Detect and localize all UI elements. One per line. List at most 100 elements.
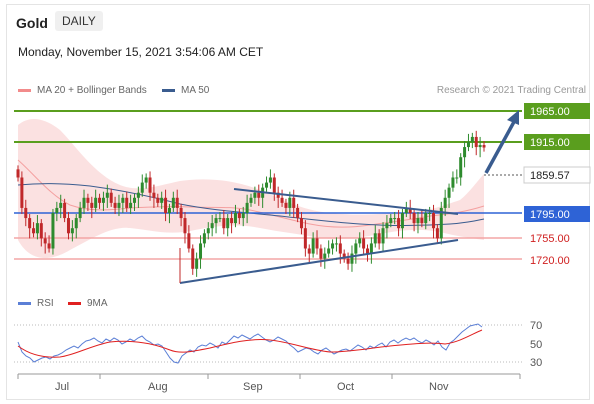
candle-body <box>218 218 222 220</box>
research-credit: Research © 2021 Trading Central <box>436 85 586 96</box>
candle-body <box>342 253 346 259</box>
candle-body <box>117 202 121 208</box>
candle-body <box>51 213 55 249</box>
candle-body <box>373 233 377 244</box>
candle-body <box>346 258 350 264</box>
legend-ma20-label: MA 20 + Bollinger Bands <box>37 85 147 96</box>
rsi-tick-70: 70 <box>530 320 542 332</box>
candle-body <box>16 169 20 178</box>
candle-body <box>121 197 125 203</box>
legend-ma20-bollinger[interactable]: MA 20 + Bollinger Bands <box>18 85 147 96</box>
candle-body <box>210 223 214 229</box>
candle-body <box>136 192 140 198</box>
trendline-upper <box>233 188 459 215</box>
candle-body <box>303 228 307 249</box>
candle-body <box>385 223 389 229</box>
candle-body <box>439 207 443 239</box>
candle-body <box>420 218 424 224</box>
candle-body <box>20 177 24 208</box>
price-label-1755: 1755.00 <box>530 233 570 245</box>
candle-body <box>412 213 416 224</box>
candle-body <box>276 192 280 198</box>
legend-ma50-label: MA 50 <box>181 85 210 96</box>
x-tick-sep: Sep <box>243 381 263 393</box>
candle-body <box>366 248 369 254</box>
candle-body <box>400 213 404 229</box>
candle-body <box>470 136 474 142</box>
candle-body <box>175 197 179 208</box>
candle-body <box>377 233 381 244</box>
candle-body <box>455 177 459 179</box>
candle-body <box>432 213 436 229</box>
candle-body <box>167 207 171 213</box>
candle-body <box>39 223 43 239</box>
candle-body <box>43 238 47 244</box>
x-axis-ticks <box>17 374 521 379</box>
price-label-1720: 1720.00 <box>530 255 570 267</box>
price-label-1795-text: 1795.00 <box>530 209 570 221</box>
x-tick-nov: Nov <box>429 381 449 393</box>
candle-body <box>171 197 175 208</box>
price-label-1859-text: 1859.57 <box>530 170 570 182</box>
candle-body <box>369 243 373 254</box>
candle-body <box>404 207 408 213</box>
candle-body <box>478 145 482 148</box>
candle-body <box>74 218 78 229</box>
price-label-1965: 1965.00 <box>524 103 590 119</box>
candle-body <box>86 197 90 203</box>
forecast-arrow-line <box>484 119 517 174</box>
candle-body <box>237 213 241 219</box>
candle-body <box>152 192 156 198</box>
timeframe-button[interactable]: DAILY <box>55 11 103 31</box>
candle-body <box>245 202 249 213</box>
candlestick-series <box>16 130 486 277</box>
candle-body <box>280 197 284 203</box>
candle-body <box>315 238 319 249</box>
ma50-swatch-icon <box>162 89 175 92</box>
candle-body <box>94 197 98 208</box>
rsi-swatch-icon <box>18 302 31 305</box>
x-tick-oct: Oct <box>337 381 354 393</box>
candle-body <box>32 228 36 234</box>
candle-body <box>249 197 253 203</box>
candle-body <box>311 238 315 254</box>
candle-body <box>482 145 486 148</box>
candle-body <box>55 207 59 213</box>
legend-rsi-label: RSI <box>37 298 54 309</box>
candle-body <box>47 243 51 249</box>
candle-body <box>144 177 148 183</box>
candle-body <box>164 197 168 213</box>
candle-body <box>428 213 432 214</box>
candle-body <box>292 197 296 208</box>
candle-body <box>129 202 133 208</box>
candle-body <box>28 218 32 229</box>
candle-body <box>195 258 199 269</box>
candle-body <box>408 207 412 213</box>
price-label-1859: 1859.57 <box>523 166 591 184</box>
candle-body <box>350 253 354 264</box>
candle-body <box>327 248 331 254</box>
bollinger-band <box>18 118 484 259</box>
candle-body <box>288 197 292 208</box>
candle-body <box>253 192 257 198</box>
candle-body <box>230 218 234 224</box>
candle-body <box>113 202 117 208</box>
legend-9ma[interactable]: 9MA <box>68 298 108 309</box>
legend-ma50[interactable]: MA 50 <box>162 85 209 96</box>
rsi-line <box>17 323 483 364</box>
legend-9ma-label: 9MA <box>87 298 108 309</box>
price-label-1915-text: 1915.00 <box>530 137 570 149</box>
candle-body <box>98 197 102 203</box>
candle-body <box>140 182 144 193</box>
candle-body <box>70 228 74 234</box>
candle-body <box>443 197 447 208</box>
ma50-line <box>17 183 485 226</box>
candle-body <box>381 228 385 244</box>
candle-body <box>125 197 129 208</box>
price-label-1965-text: 1965.00 <box>530 106 570 118</box>
candle-body <box>299 218 303 229</box>
candle-body <box>179 207 183 219</box>
price-label-1795: 1795.00 <box>524 206 590 222</box>
legend-rsi[interactable]: RSI <box>18 298 54 309</box>
